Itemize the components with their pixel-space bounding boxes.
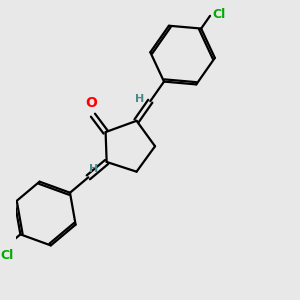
Text: Cl: Cl: [1, 249, 14, 262]
Text: O: O: [85, 96, 98, 110]
Text: Cl: Cl: [212, 8, 226, 21]
Text: H: H: [89, 164, 98, 175]
Text: H: H: [135, 94, 144, 104]
